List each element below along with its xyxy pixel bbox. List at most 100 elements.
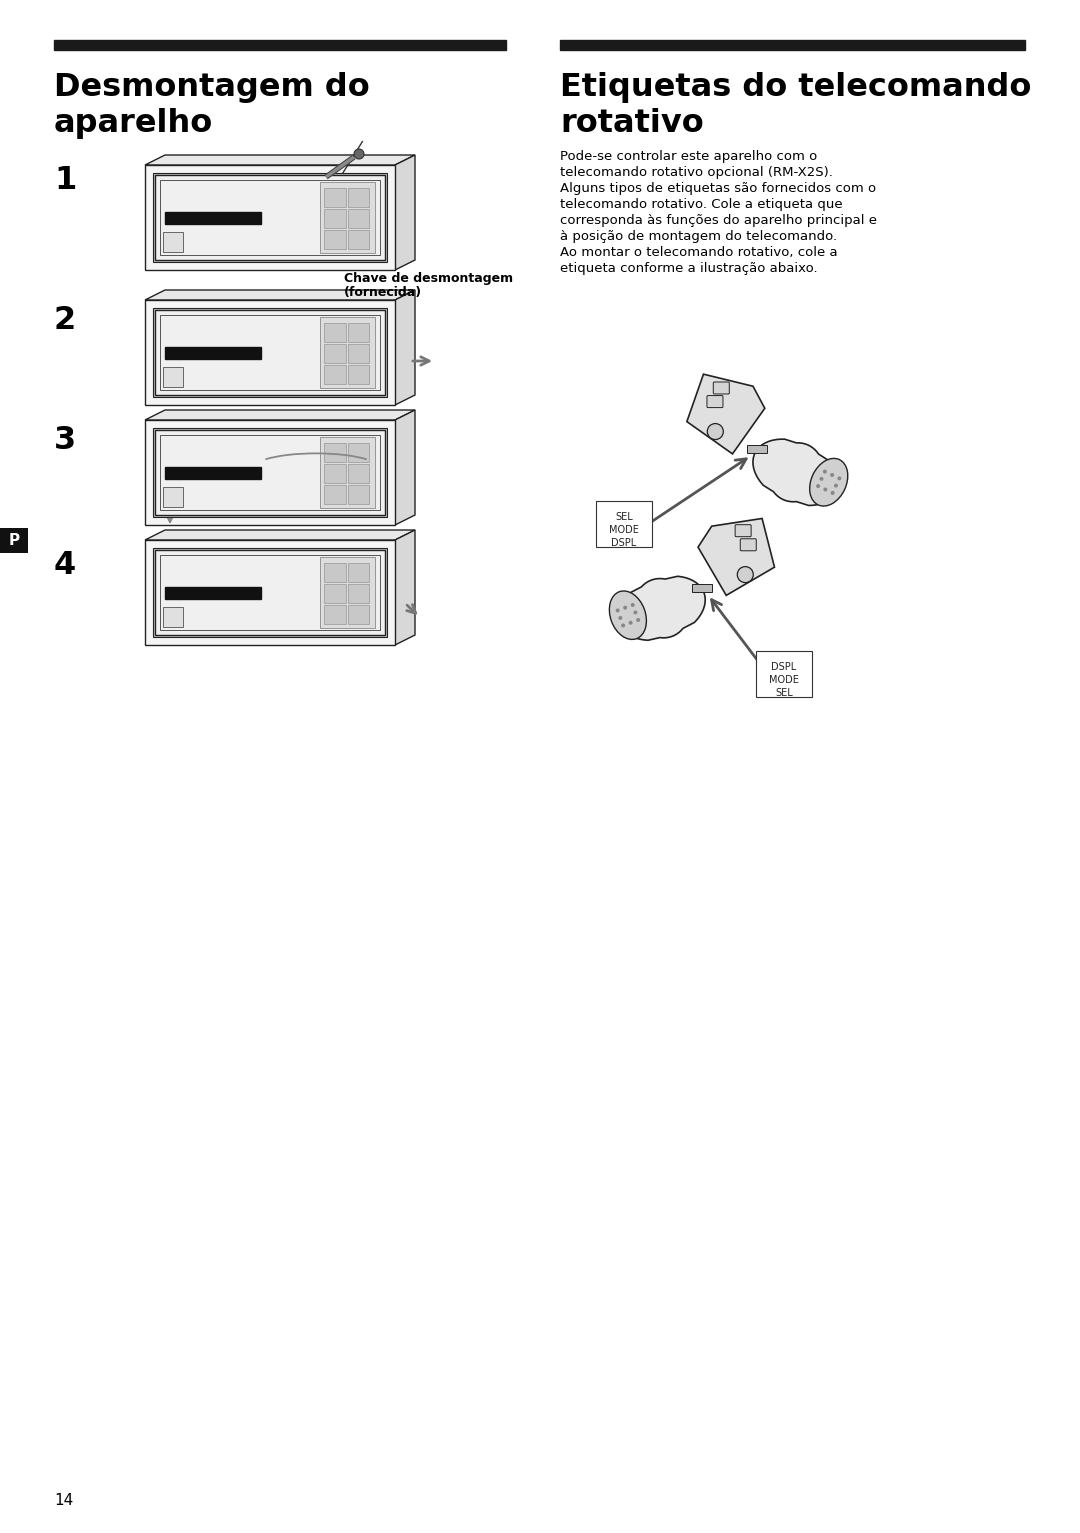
Bar (160, 314, 380, 389)
Text: (fornecida): (fornecida) (345, 287, 422, 299)
Polygon shape (753, 438, 838, 506)
FancyBboxPatch shape (596, 501, 652, 547)
Circle shape (633, 610, 637, 615)
Ellipse shape (609, 590, 647, 639)
Circle shape (636, 618, 640, 622)
Bar (348, 563, 369, 583)
Bar (163, 487, 183, 507)
Text: Chave de desmontagem: Chave de desmontagem (345, 271, 513, 285)
Polygon shape (618, 576, 705, 641)
Bar (348, 584, 369, 602)
Polygon shape (395, 155, 415, 270)
Ellipse shape (810, 458, 848, 506)
Bar (348, 230, 369, 248)
Circle shape (623, 606, 627, 610)
Bar (348, 189, 369, 207)
Text: 3: 3 (54, 425, 76, 455)
Circle shape (621, 624, 625, 627)
Bar (324, 189, 346, 207)
Text: à posição de montagem do telecomando.: à posição de montagem do telecomando. (561, 230, 837, 244)
Polygon shape (145, 530, 415, 540)
Circle shape (631, 602, 635, 607)
Bar (348, 365, 369, 383)
Bar (153, 428, 387, 517)
Text: 1: 1 (54, 166, 77, 196)
Bar (156, 429, 384, 515)
Circle shape (619, 616, 622, 619)
Bar (160, 435, 380, 510)
Bar (153, 547, 387, 638)
Bar (348, 464, 369, 483)
Text: aparelho: aparelho (54, 107, 213, 140)
Circle shape (354, 149, 364, 159)
Bar (324, 584, 346, 602)
Bar (324, 208, 346, 228)
Bar (324, 563, 346, 583)
Bar (165, 212, 261, 224)
Circle shape (707, 423, 724, 440)
Circle shape (616, 609, 620, 612)
Circle shape (823, 487, 827, 492)
Bar (320, 317, 375, 388)
FancyBboxPatch shape (707, 396, 723, 408)
Polygon shape (145, 409, 415, 420)
Bar (348, 323, 369, 342)
Bar (156, 175, 384, 261)
Bar (165, 587, 261, 599)
FancyBboxPatch shape (756, 652, 812, 698)
Circle shape (629, 621, 633, 625)
Bar (561, 40, 1025, 51)
Text: rotativo: rotativo (561, 107, 704, 140)
Bar (324, 443, 346, 461)
Text: telecomando rotativo. Cole a etiqueta que: telecomando rotativo. Cole a etiqueta qu… (561, 198, 842, 212)
Bar (54, 40, 507, 51)
Bar (163, 607, 183, 627)
Polygon shape (145, 290, 415, 300)
Bar (160, 555, 380, 630)
Circle shape (831, 491, 835, 495)
Text: 14: 14 (54, 1493, 73, 1508)
Bar (165, 346, 261, 359)
Circle shape (816, 484, 820, 487)
Text: Desmontagem do: Desmontagem do (54, 72, 369, 103)
Bar (163, 366, 183, 386)
Bar (324, 365, 346, 383)
Circle shape (738, 567, 753, 583)
Circle shape (831, 474, 834, 477)
Bar (145, 420, 395, 524)
Polygon shape (145, 155, 415, 166)
Text: 4: 4 (54, 550, 77, 581)
Text: Etiquetas do telecomando: Etiquetas do telecomando (561, 72, 1031, 103)
Text: MODE: MODE (609, 524, 639, 535)
Text: corresponda às funções do aparelho principal e: corresponda às funções do aparelho princ… (561, 215, 877, 227)
Bar (320, 182, 375, 253)
Bar (0, 527, 28, 553)
Text: DSPL: DSPL (611, 538, 636, 547)
Text: MODE: MODE (769, 675, 799, 685)
FancyBboxPatch shape (713, 382, 729, 394)
Bar (145, 540, 395, 645)
Text: SEL: SEL (775, 688, 793, 698)
Bar (153, 308, 387, 397)
FancyBboxPatch shape (735, 524, 751, 537)
Polygon shape (698, 518, 774, 595)
Text: Pode-se controlar este aparelho com o: Pode-se controlar este aparelho com o (561, 150, 818, 162)
Polygon shape (395, 409, 415, 524)
Bar (320, 437, 375, 507)
Bar (145, 166, 395, 270)
Circle shape (834, 483, 838, 487)
Bar (747, 445, 767, 452)
Bar (324, 464, 346, 483)
Bar (160, 179, 380, 254)
Bar (324, 484, 346, 504)
Bar (324, 343, 346, 363)
Text: etiqueta conforme a ilustração abaixo.: etiqueta conforme a ilustração abaixo. (561, 262, 818, 274)
Text: DSPL: DSPL (771, 662, 797, 671)
Text: telecomando rotativo opcional (RM-X2S).: telecomando rotativo opcional (RM-X2S). (561, 166, 833, 179)
Bar (324, 606, 346, 624)
Circle shape (823, 469, 827, 474)
Text: P: P (9, 533, 19, 547)
Bar (692, 584, 713, 592)
Bar (320, 556, 375, 629)
Text: Alguns tipos de etiquetas são fornecidos com o: Alguns tipos de etiquetas são fornecidos… (561, 182, 876, 195)
